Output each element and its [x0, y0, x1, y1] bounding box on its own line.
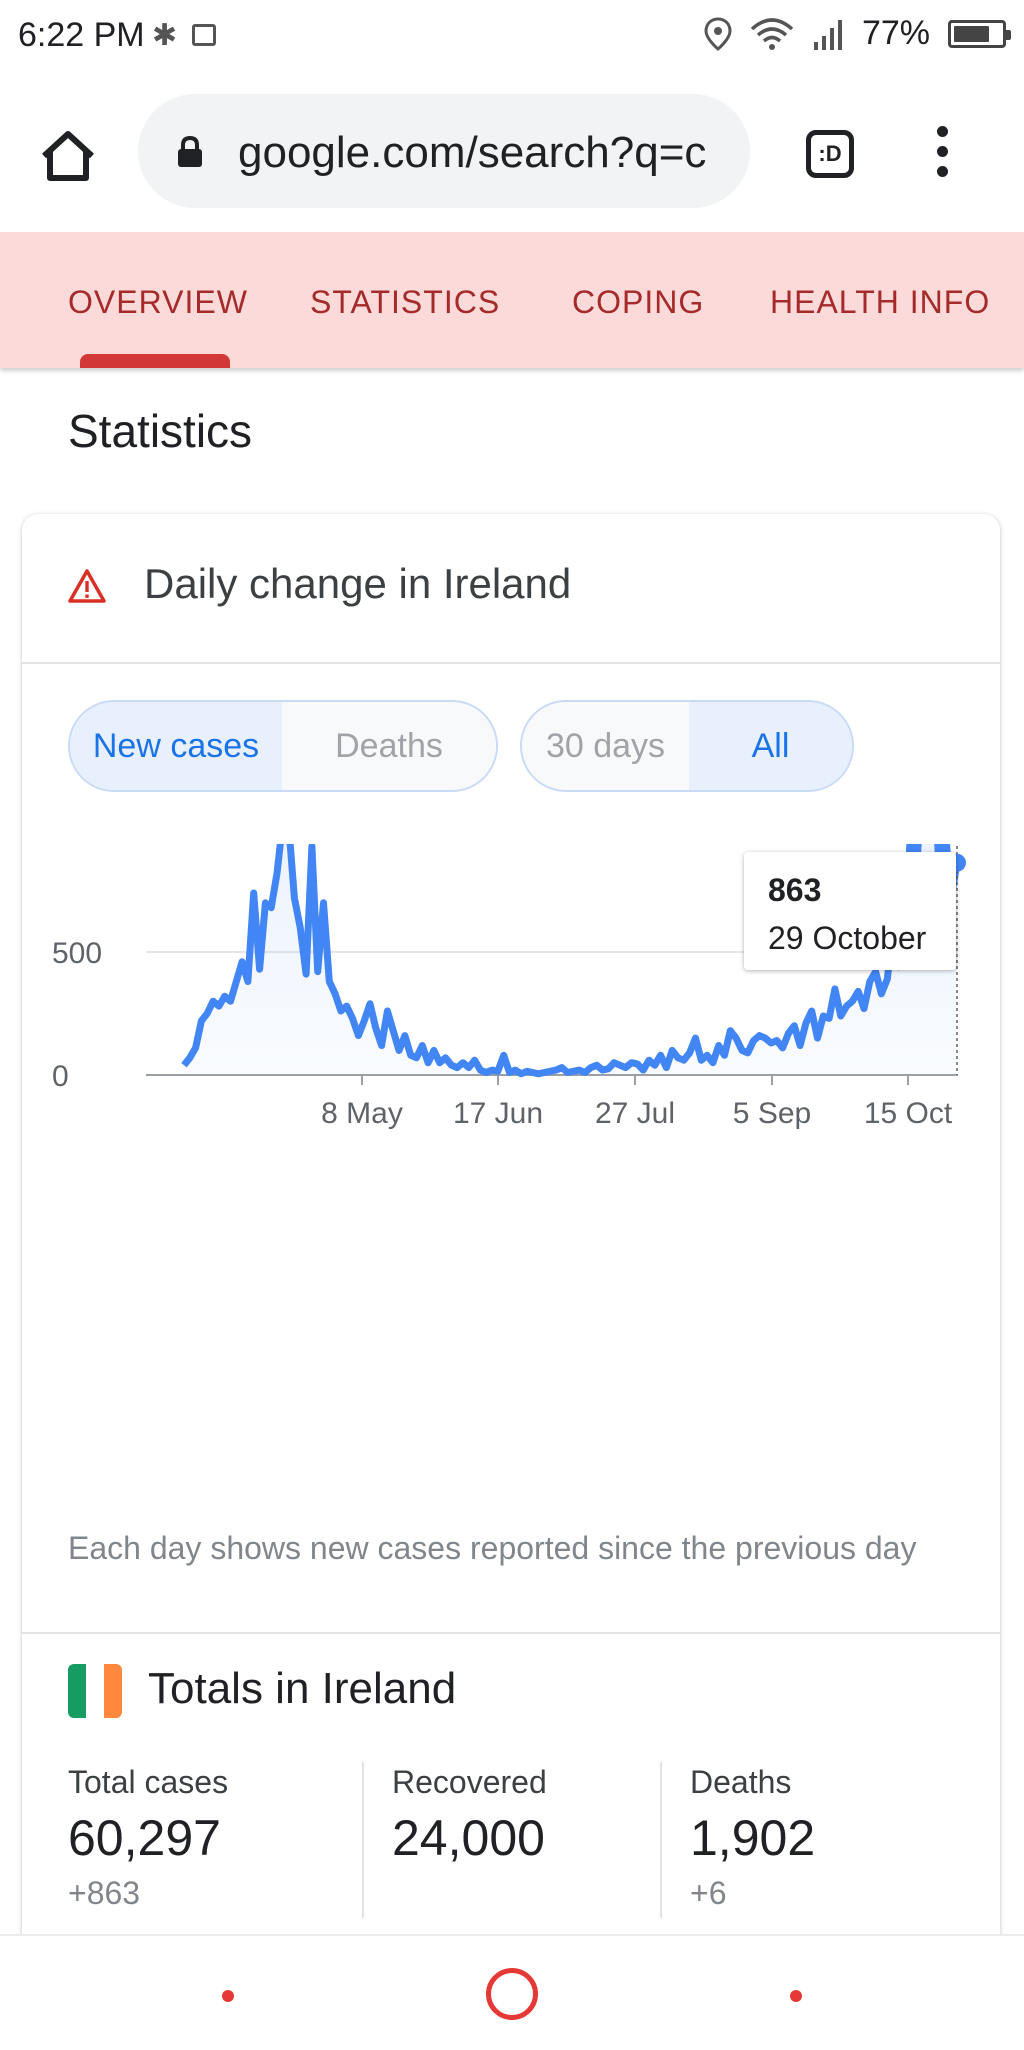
stat-deaths: Deaths 1,902 +6: [690, 1764, 815, 1912]
stat-value: 24,000: [392, 1810, 545, 1866]
tab-overview[interactable]: OVERVIEW: [68, 284, 248, 320]
location-icon: [704, 16, 732, 51]
y-tick-label: 0: [52, 1060, 69, 1093]
tab-coping[interactable]: COPING: [572, 284, 705, 320]
wifi-icon: [750, 17, 794, 50]
flag-stripe-green: [68, 1664, 86, 1718]
x-tick-label: 15 Oct: [864, 1097, 953, 1130]
stat-label: Deaths: [690, 1764, 792, 1800]
status-bar: 6:22 PM ✱ 77%: [0, 0, 1024, 72]
flag-stripe-orange: [104, 1664, 122, 1718]
thirty-days-option[interactable]: 30 days: [522, 702, 689, 790]
nav-home-button[interactable]: [486, 1968, 538, 2020]
all-option[interactable]: All: [688, 702, 852, 790]
x-tick-label: 17 Jun: [453, 1097, 543, 1130]
tab-statistics[interactable]: STATISTICS: [310, 284, 501, 320]
card-title: Daily change in Ireland: [144, 560, 572, 607]
battery-icon: [948, 19, 1011, 48]
metric-toggle: New cases Deaths: [68, 700, 498, 792]
tooltip-date: 29 October: [768, 920, 927, 956]
stat-value: 1,902: [690, 1810, 816, 1866]
status-time: 6:22 PM: [18, 16, 145, 54]
tab-switcher-button[interactable]: :D: [806, 130, 854, 178]
stat-total-cases: Total cases 60,297 +863: [68, 1764, 228, 1912]
stat-divider: [660, 1762, 662, 1918]
calendar-icon: [192, 24, 216, 46]
tab-health-info[interactable]: HEALTH INFO: [770, 284, 991, 320]
card-header: Daily change in Ireland: [22, 514, 1000, 664]
chart-tooltip: 863 29 October: [744, 852, 956, 970]
warning-icon: [68, 569, 106, 603]
topic-tabs: OVERVIEW STATISTICS COPING HEALTH INFO: [0, 232, 1024, 368]
new-cases-option[interactable]: New cases: [70, 702, 282, 790]
stat-label: Total cases: [68, 1764, 229, 1800]
battery-percentage: 77%: [861, 14, 930, 52]
section-title: Statistics: [68, 405, 253, 457]
stats-card: Daily change in Ireland New cases Deaths…: [22, 514, 1000, 2034]
x-tick-label: 8 May: [321, 1097, 403, 1130]
range-toggle: 30 days All: [520, 700, 854, 792]
y-tick-label: 1,000: [52, 844, 127, 847]
nav-recents-button[interactable]: [790, 1990, 802, 2002]
x-tick-label: 27 Jul: [595, 1097, 675, 1130]
stat-label: Recovered: [392, 1764, 547, 1800]
nav-back-button[interactable]: [222, 1990, 234, 2002]
selected-tab-indicator: [80, 354, 230, 368]
stat-change: +6: [690, 1875, 727, 1911]
system-nav-bar: [0, 1934, 1024, 2050]
bluetooth-icon: ✱: [152, 19, 178, 52]
chart-note: Each day shows new cases reported since …: [68, 1530, 917, 1566]
url-text[interactable]: google.com/search?q=c: [238, 128, 707, 177]
lock-icon: [178, 136, 202, 167]
home-icon[interactable]: [36, 124, 100, 188]
divider: [22, 1632, 1000, 1634]
signal-icon: [813, 19, 842, 50]
series-area: [184, 844, 957, 1075]
totals-title: Totals in Ireland: [148, 1664, 457, 1713]
address-bar[interactable]: google.com/search?q=c: [138, 94, 750, 208]
y-tick-label: 500: [52, 937, 102, 970]
series-line: [181, 844, 961, 1078]
more-menu-icon[interactable]: [932, 126, 952, 186]
ireland-flag-icon: [68, 1664, 122, 1718]
stat-recovered: Recovered 24,000: [392, 1764, 547, 1875]
browser-toolbar: google.com/search?q=c :D: [0, 72, 1024, 232]
stat-divider: [362, 1762, 364, 1918]
tooltip-value: 863: [768, 872, 822, 908]
deaths-option[interactable]: Deaths: [282, 702, 496, 790]
battery-fill: [954, 25, 990, 42]
stat-value: 60,297: [68, 1810, 221, 1866]
x-tick-label: 5 Sep: [733, 1097, 811, 1130]
flag-stripe-white: [86, 1664, 104, 1718]
stat-change: +863: [68, 1875, 141, 1911]
